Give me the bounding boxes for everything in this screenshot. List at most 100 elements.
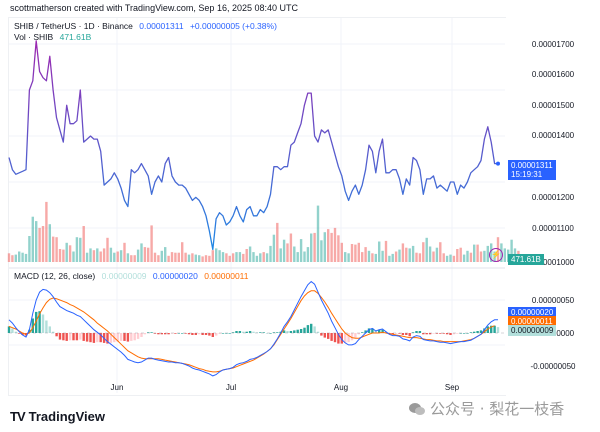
volume-bar: [14, 254, 17, 262]
tradingview-logo[interactable]: TV TradingView: [10, 409, 105, 424]
volume-bar: [428, 246, 432, 262]
macd-histogram-bar: [442, 333, 445, 334]
volume-bar: [147, 247, 150, 262]
macd-histogram-bar: [473, 331, 476, 333]
volume-bar: [313, 232, 316, 262]
volume-bar: [38, 227, 41, 262]
macd-histogram-bar: [496, 327, 500, 333]
volume-bar: [184, 252, 187, 262]
volume-bar: [262, 252, 265, 262]
volume-bar: [486, 245, 489, 262]
volume-bar: [445, 255, 449, 262]
macd-histogram-bar: [435, 333, 439, 334]
macd-histogram-bar: [289, 331, 293, 333]
volume-bar: [435, 247, 439, 262]
macd-histogram-bar: [418, 331, 422, 333]
volume-bar: [299, 239, 303, 262]
volume-bar: [456, 249, 459, 262]
volume-bar: [391, 253, 394, 262]
volume-bar: [272, 234, 276, 262]
macd-histogram-bar: [85, 333, 89, 342]
macd-histogram-bar: [28, 329, 31, 333]
macd-histogram-bar: [299, 329, 303, 333]
macd-label[interactable]: MACD (12, 26, close): [14, 271, 96, 281]
macd-histogram-bar: [109, 333, 113, 343]
macd-histogram-bar: [408, 333, 411, 337]
volume-bar: [11, 255, 14, 262]
macd-histogram-bar: [306, 325, 310, 333]
volume-bar: [327, 229, 330, 262]
volume-bar: [7, 253, 11, 262]
volume-bar: [55, 237, 58, 262]
macd-histogram-bar: [432, 333, 435, 334]
macd-histogram-bar: [167, 333, 170, 335]
volume-bar: [45, 201, 48, 262]
lightning-alert-icon[interactable]: ⚡: [489, 248, 503, 262]
macd-histogram-bar: [422, 333, 425, 335]
volume-bar: [425, 237, 428, 262]
macd-histogram-bar: [449, 333, 452, 335]
volume-bar: [245, 249, 248, 262]
macd-histogram-bar: [14, 331, 17, 333]
price-axis-tick: 0.00001600: [532, 70, 575, 79]
macd-histogram-bar: [255, 332, 259, 333]
volume-bar: [418, 253, 422, 262]
macd-histogram-bar: [330, 333, 333, 341]
macd-histogram-bar: [286, 331, 289, 333]
volume-bar: [323, 232, 326, 262]
volume-bar: [89, 248, 92, 262]
macd-histogram-bar: [119, 333, 123, 341]
macd-legend: MACD (12, 26, close) 0.00000009 0.000000…: [14, 271, 249, 281]
macd-histogram-bar: [327, 333, 330, 339]
volume-bar: [130, 255, 133, 262]
tv-logo-icon: TV: [10, 409, 26, 424]
volume-bar: [201, 256, 204, 262]
macd-histogram-bar: [405, 333, 408, 335]
volume-bar: [204, 255, 208, 262]
chart-frame: [8, 17, 506, 396]
volume-tag: 471.61B: [508, 254, 544, 265]
macd-lines: [8, 280, 505, 377]
price-tag-countdown: 15:19:31: [511, 170, 543, 179]
volume-bar: [167, 255, 170, 262]
volume-bar: [238, 252, 242, 262]
volume-label[interactable]: Vol · SHIB: [14, 32, 54, 42]
macd-histogram-bar: [208, 333, 211, 336]
wechat-icon: [408, 402, 426, 416]
macd-histogram-bar: [164, 333, 167, 335]
volume-bar: [231, 253, 235, 262]
volume-bar: [510, 239, 513, 262]
signal-line: [8, 290, 495, 373]
volume-bar: [123, 242, 126, 262]
macd-histogram-bar: [320, 333, 323, 336]
volume-bar: [140, 243, 143, 262]
macd-line-value: 0.00000020: [152, 271, 198, 281]
macd-histogram-bar: [106, 333, 109, 344]
macd-signal-value: 0.00000011: [204, 271, 249, 281]
volume-bar: [293, 246, 296, 262]
volume-bar: [259, 253, 262, 262]
price-axis-tick: 0.00001100: [532, 224, 574, 233]
volume-value: 471.61B: [59, 32, 92, 42]
volume-bar: [82, 226, 85, 262]
volume-bar: [126, 253, 130, 262]
macd-histogram-bar: [354, 333, 357, 339]
volume-bar: [398, 249, 401, 262]
macd-histogram-bar: [303, 327, 306, 333]
macd-histogram-bar: [371, 328, 374, 333]
volume-bar: [462, 254, 466, 262]
macd-histogram-bar: [483, 328, 486, 333]
macd-histogram-bar: [428, 333, 432, 335]
symbol-label[interactable]: SHIB / TetherUS · 1D · Binance: [14, 21, 133, 31]
volume-bar: [483, 250, 486, 262]
volume-bar: [174, 252, 177, 262]
volume-bar: [194, 254, 197, 262]
volume-bar: [479, 251, 483, 262]
macd-histogram-bar: [310, 323, 313, 333]
macd-histogram-bar: [75, 333, 79, 341]
last-price: 0.00001311: [139, 21, 184, 31]
volume-bar: [221, 252, 225, 262]
last-price-dot: [496, 161, 500, 166]
volume-bar: [235, 252, 238, 262]
